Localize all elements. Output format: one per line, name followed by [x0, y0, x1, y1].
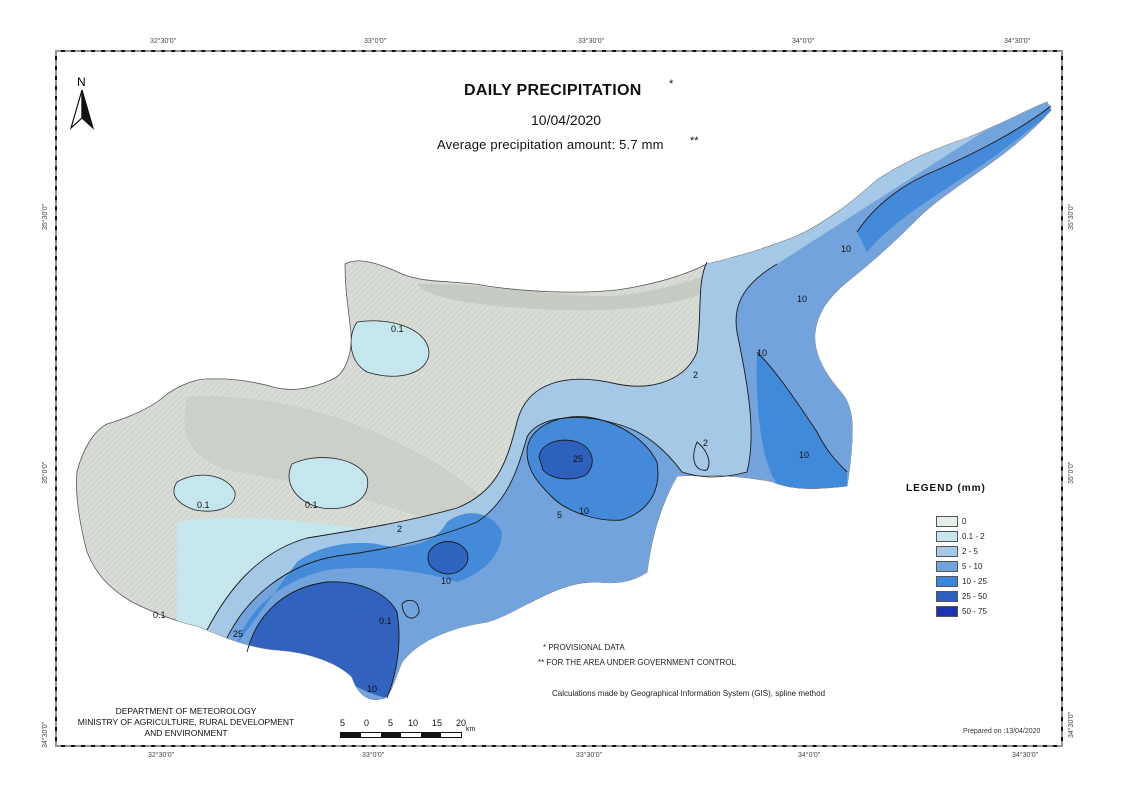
- legend-label: 2 - 5: [962, 547, 979, 556]
- note-government: ** FOR THE AREA UNDER GOVERNMENT CONTROL: [538, 658, 736, 667]
- legend-label: 5 - 10: [962, 562, 983, 571]
- legend-label: 10 - 25: [962, 577, 987, 586]
- graticule-right-3: 34°30'0": [1068, 711, 1075, 738]
- legend-item: 2 - 5: [936, 544, 987, 559]
- graticule-right-2: 35°0'0": [1068, 461, 1075, 484]
- legend-swatch: [936, 561, 958, 572]
- department-line-3: AND ENVIRONMENT: [144, 728, 228, 738]
- contour-label-0-1-west: 0.1: [197, 500, 210, 510]
- contour-label-10-karpas: 10: [841, 244, 851, 254]
- contour-label-10-northeast: 10: [797, 294, 807, 304]
- department-line-2: MINISTRY OF AGRICULTURE, RURAL DEVELOPME…: [77, 717, 295, 727]
- legend-swatch: [936, 606, 958, 617]
- scale-label: 0: [364, 718, 370, 728]
- scale-label: 10: [408, 718, 419, 728]
- contour-label-2-center: 2: [397, 524, 402, 534]
- legend-swatch: [936, 591, 958, 602]
- scale-bar: 5 0 5 10 15 20 km: [340, 718, 480, 738]
- contour-label-10-mesaoria: 10: [579, 506, 589, 516]
- legend-item: 25 - 50: [936, 589, 987, 604]
- legend-label: 25 - 50: [962, 592, 987, 601]
- contour-label-10-famagusta: 10: [799, 450, 809, 460]
- legend: 0 0.1 - 2 2 - 5 5 - 10 10 - 25 25 - 50 5…: [936, 514, 987, 619]
- contour-label-25-center: 25: [573, 454, 583, 464]
- legend-label: 0.1 - 2: [962, 532, 985, 541]
- contour-label-0-1-southwest: 0.1: [153, 610, 166, 620]
- legend-swatch: [936, 531, 958, 542]
- contour-label-5-center: 5: [557, 510, 562, 520]
- scale-label: 15: [432, 718, 443, 728]
- legend-swatch: [936, 516, 958, 527]
- contour-label-2-east: 2: [693, 370, 698, 380]
- legend-title: LEGEND (mm): [906, 483, 986, 494]
- scale-bar-graphic: [340, 732, 462, 738]
- graticule-bottom-5: 34°30'0": [1012, 752, 1039, 759]
- scale-unit: km: [466, 726, 476, 733]
- contour-label-2-southeast: 2: [703, 438, 708, 448]
- graticule-bottom-1: 32°30'0": [148, 752, 175, 759]
- scale-label: 20: [456, 718, 467, 728]
- contour-label-10-east: 10: [757, 348, 767, 358]
- contour-label-10-south: 10: [367, 684, 377, 694]
- contour-label-10-troodos: 10: [441, 576, 451, 586]
- legend-item: 10 - 25: [936, 574, 987, 589]
- legend-item: 5 - 10: [936, 559, 987, 574]
- contour-label-25-southwest: 25: [233, 629, 243, 639]
- graticule-right-1: 35°30'0": [1068, 203, 1075, 230]
- note-method: Calculations made by Geographical Inform…: [552, 689, 826, 698]
- legend-swatch: [936, 546, 958, 557]
- graticule-left-2: 35°0'0": [42, 461, 49, 484]
- scale-label: 5: [340, 718, 346, 728]
- map-frame-dash: [55, 50, 1063, 747]
- graticule-top-2: 33°0'0": [364, 38, 387, 45]
- contour-label-0-1-south: 0.1: [379, 616, 392, 626]
- note-provisional: * PROVISIONAL DATA: [543, 643, 625, 652]
- legend-label: 50 - 75: [962, 607, 987, 616]
- graticule-top-5: 34°30'0": [1004, 38, 1031, 45]
- legend-item: 50 - 75: [936, 604, 987, 619]
- graticule-top-3: 33°30'0": [578, 38, 605, 45]
- precipitation-map: 0.1 0.1 0.1 0.1 0.1 2 2 2 10 10 10 10 10…: [76, 101, 1052, 700]
- graticule-top-4: 34°0'0": [792, 38, 815, 45]
- legend-swatch: [936, 576, 958, 587]
- north-arrow-icon: N: [69, 75, 95, 130]
- legend-item: 0: [936, 514, 987, 529]
- graticule-left-3: 34°30'0": [42, 721, 49, 748]
- graticule-bottom-4: 34°0'0": [798, 752, 821, 759]
- scale-labels: 5 0 5 10 15 20: [340, 718, 480, 730]
- prepared-date: Prepared on :13/04/2020: [963, 728, 1041, 735]
- average-precipitation: Average precipitation amount: 5.7 mm: [437, 137, 664, 152]
- north-label: N: [77, 75, 86, 89]
- graticule-left-1: 35°30'0": [42, 203, 49, 230]
- map-date: 10/04/2020: [531, 112, 602, 128]
- graticule-bottom-2: 33°0'0": [362, 752, 385, 759]
- contour-label-0-1-center: 0.1: [305, 500, 318, 510]
- title-marker: *: [669, 78, 674, 90]
- graticule-bottom-3: 33°30'0": [576, 752, 603, 759]
- average-marker: **: [690, 135, 699, 147]
- legend-item: 0.1 - 2: [936, 529, 987, 544]
- department-block: DEPARTMENT OF METEOROLOGY MINISTRY OF AG…: [66, 706, 306, 739]
- legend-label: 0: [962, 517, 967, 526]
- graticule-top-1: 32°30'0": [150, 38, 177, 45]
- map-title: DAILY PRECIPITATION: [464, 82, 642, 99]
- contour-label-0-1-north: 0.1: [391, 324, 404, 334]
- department-line-1: DEPARTMENT OF METEOROLOGY: [115, 706, 257, 716]
- scale-label: 5: [388, 718, 394, 728]
